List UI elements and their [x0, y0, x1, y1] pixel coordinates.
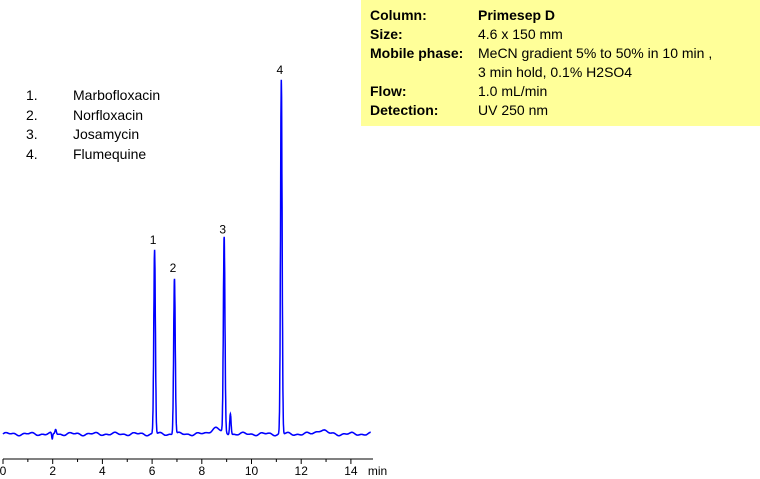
peak-label: 2: [170, 261, 177, 275]
chromatogram-trace: [2, 79, 371, 441]
info-label: Detection:: [370, 102, 439, 118]
legend-compound: Norfloxacin: [73, 106, 144, 123]
info-value: Primesep D: [478, 7, 556, 23]
legend-compound: Josamycin: [73, 126, 140, 142]
peak-labels: 12 3 4: [150, 63, 284, 275]
x-tick-label: 2: [49, 464, 56, 478]
legend-number: 4.: [26, 145, 38, 162]
legend-number: 3.: [26, 126, 38, 142]
x-tick-label: 8: [198, 464, 205, 478]
legend-number: 1.: [26, 87, 38, 103]
method-info-box: Column: Primesep D Size: 4.6 x 150 mm Mo…: [361, 0, 760, 126]
peak-label: 4: [276, 63, 283, 77]
info-value: UV 250 nm: [478, 102, 549, 118]
peak-label: 1: [150, 233, 157, 247]
info-value: 1.0 mL/min: [478, 83, 548, 99]
x-tick-label: 14: [344, 464, 358, 478]
x-axis-label: min: [368, 464, 387, 478]
info-value: MeCN gradient 5% to 50% in 10 min ,: [478, 45, 713, 61]
info-label: Size:: [370, 26, 403, 42]
x-tick-label: 0: [0, 464, 7, 478]
x-tick-label: 6: [149, 464, 156, 478]
x-tick-label: 4: [99, 464, 106, 478]
info-value: 3 min hold, 0.1% H2SO4: [478, 64, 633, 80]
legend-number: 2.: [26, 106, 38, 123]
info-value: 4.6 x 150 mm: [478, 26, 563, 42]
info-label: Flow:: [370, 83, 407, 99]
legend-compound: Marbofloxacin: [73, 87, 161, 103]
legend-compound: Flumequine: [73, 145, 147, 162]
x-axis: 0 2 4 6 8 10 12 14 min: [0, 458, 387, 478]
info-label: Mobile phase:: [370, 45, 464, 61]
info-label: Column:: [370, 7, 427, 23]
x-tick-label: 10: [245, 464, 259, 478]
peak-label: 3: [219, 222, 226, 236]
x-tick-label: 12: [295, 464, 309, 478]
